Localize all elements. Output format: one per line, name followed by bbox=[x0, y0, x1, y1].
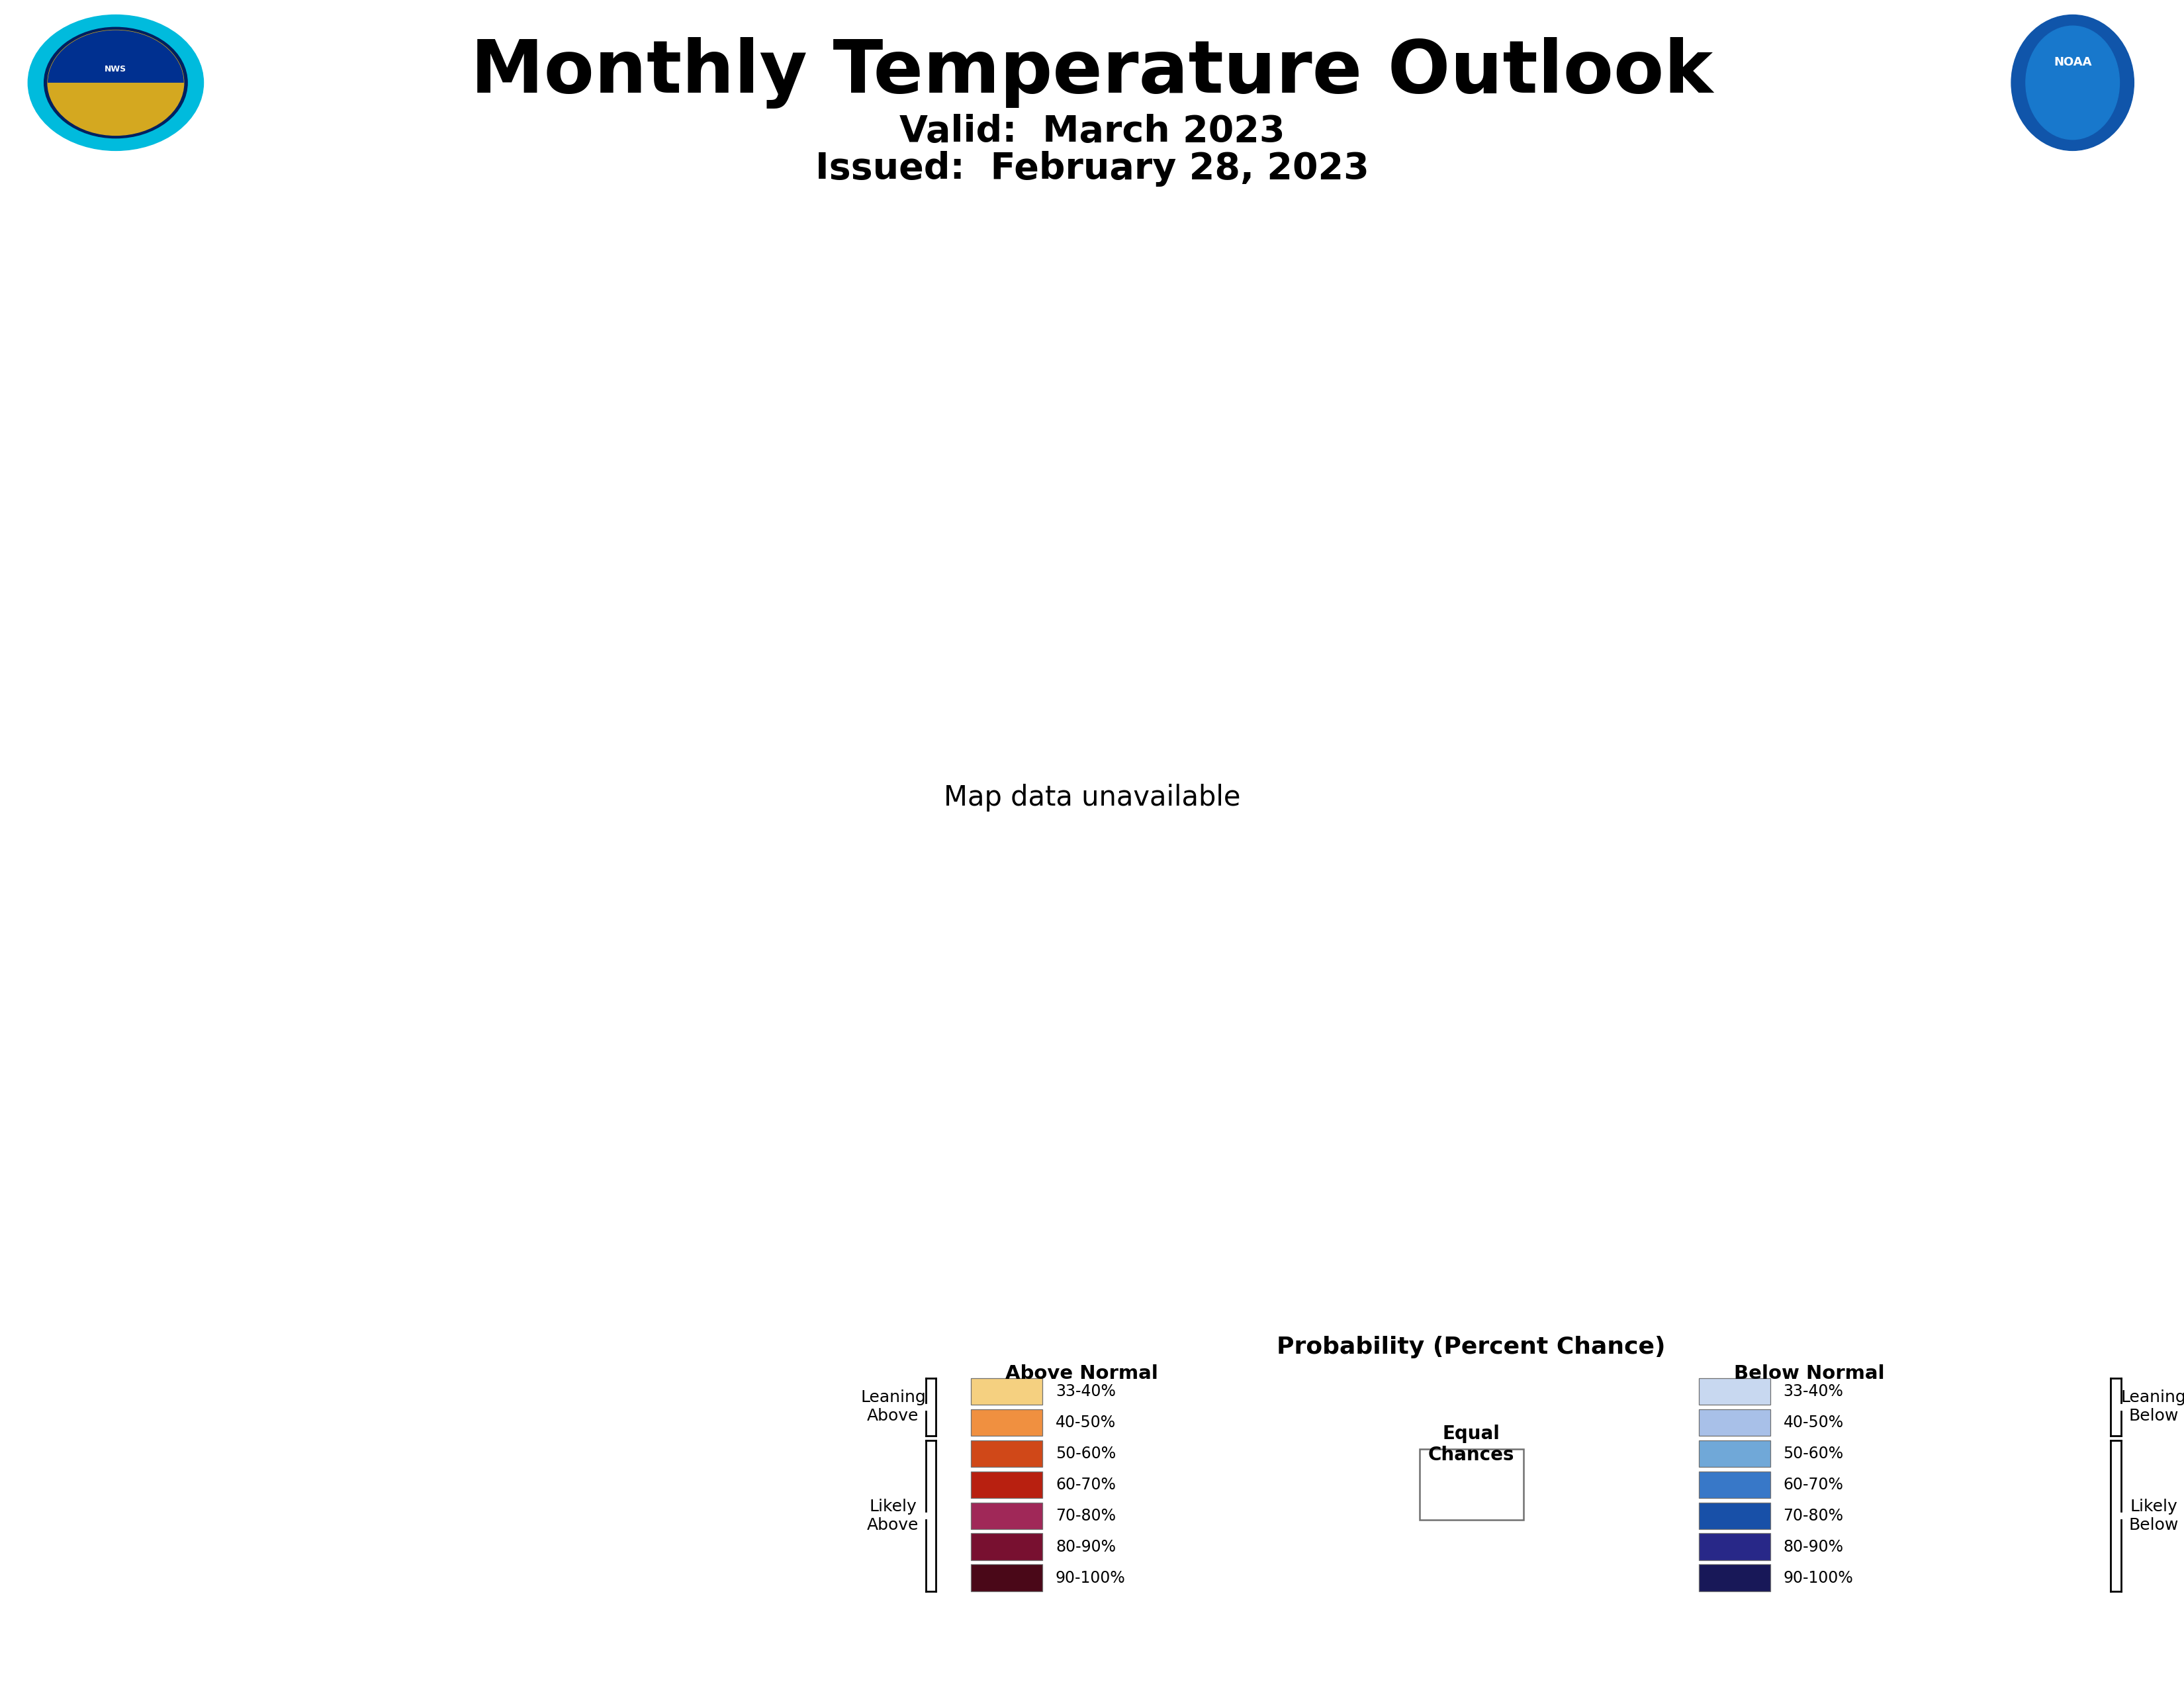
Text: 50-60%: 50-60% bbox=[1055, 1445, 1116, 1462]
Text: 33-40%: 33-40% bbox=[1782, 1384, 1843, 1399]
Text: 33-40%: 33-40% bbox=[1055, 1384, 1116, 1399]
Bar bbox=[972, 1565, 1042, 1592]
Text: Equal
Chances: Equal Chances bbox=[1428, 1425, 1514, 1465]
Wedge shape bbox=[48, 30, 183, 83]
Bar bbox=[1699, 1533, 1771, 1560]
Text: Probability (Percent Chance): Probability (Percent Chance) bbox=[1278, 1335, 1666, 1359]
Text: Leaning
Above: Leaning Above bbox=[860, 1389, 926, 1425]
Bar bbox=[972, 1502, 1042, 1529]
Text: Valid:  March 2023: Valid: March 2023 bbox=[900, 113, 1284, 150]
Text: Likely
Below: Likely Below bbox=[2129, 1499, 2177, 1533]
Text: NOAA: NOAA bbox=[2053, 56, 2092, 68]
Text: Monthly Temperature Outlook: Monthly Temperature Outlook bbox=[472, 37, 1712, 108]
Bar bbox=[972, 1472, 1042, 1497]
Bar bbox=[1699, 1409, 1771, 1436]
Ellipse shape bbox=[2027, 25, 2118, 140]
Bar bbox=[972, 1440, 1042, 1467]
Bar bbox=[1420, 1448, 1524, 1521]
Bar bbox=[1699, 1440, 1771, 1467]
Bar bbox=[972, 1409, 1042, 1436]
Text: 80-90%: 80-90% bbox=[1055, 1539, 1116, 1555]
Text: Leaning
Below: Leaning Below bbox=[2121, 1389, 2184, 1425]
Text: NWS: NWS bbox=[105, 64, 127, 73]
Text: 90-100%: 90-100% bbox=[1055, 1570, 1125, 1585]
Text: Above Normal: Above Normal bbox=[1005, 1364, 1158, 1382]
Text: Likely
Above: Likely Above bbox=[867, 1499, 919, 1533]
Bar bbox=[972, 1533, 1042, 1560]
Bar bbox=[1699, 1565, 1771, 1592]
Bar bbox=[1699, 1472, 1771, 1497]
Text: 90-100%: 90-100% bbox=[1782, 1570, 1854, 1585]
Circle shape bbox=[48, 30, 183, 135]
Bar bbox=[1699, 1502, 1771, 1529]
Text: 60-70%: 60-70% bbox=[1782, 1477, 1843, 1492]
Text: 60-70%: 60-70% bbox=[1055, 1477, 1116, 1492]
Ellipse shape bbox=[2011, 15, 2134, 150]
Text: 70-80%: 70-80% bbox=[1055, 1507, 1116, 1524]
Bar bbox=[1699, 1377, 1771, 1404]
Text: 80-90%: 80-90% bbox=[1782, 1539, 1843, 1555]
Text: 40-50%: 40-50% bbox=[1055, 1415, 1116, 1430]
Circle shape bbox=[44, 27, 188, 138]
Text: Below Normal: Below Normal bbox=[1734, 1364, 1885, 1382]
Circle shape bbox=[28, 15, 203, 150]
Text: Map data unavailable: Map data unavailable bbox=[943, 783, 1241, 812]
Text: 70-80%: 70-80% bbox=[1782, 1507, 1843, 1524]
Text: 40-50%: 40-50% bbox=[1782, 1415, 1843, 1430]
Bar bbox=[972, 1377, 1042, 1404]
Text: Issued:  February 28, 2023: Issued: February 28, 2023 bbox=[815, 150, 1369, 187]
Text: 50-60%: 50-60% bbox=[1782, 1445, 1843, 1462]
